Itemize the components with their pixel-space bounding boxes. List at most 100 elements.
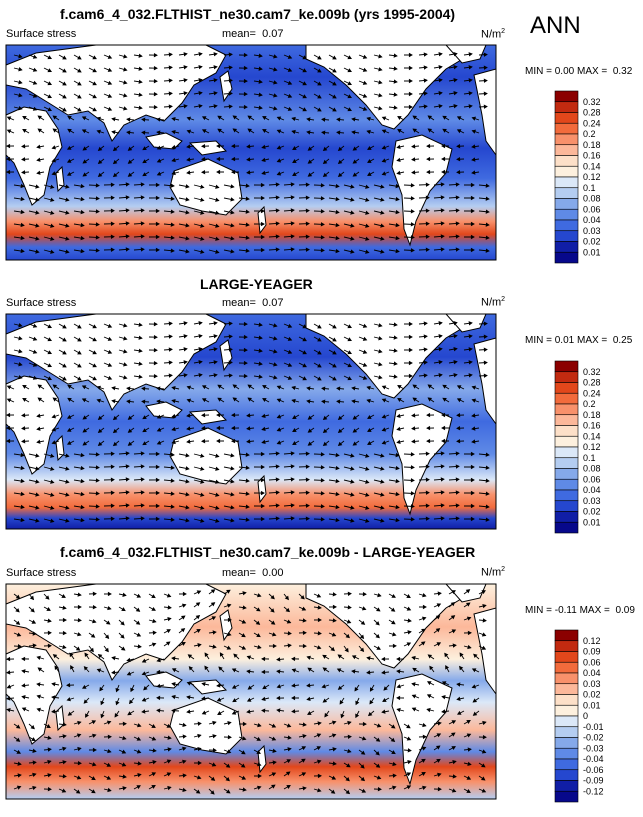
wind-arrowhead	[273, 67, 278, 72]
wind-arrowhead	[32, 106, 38, 111]
wind-arrowhead	[216, 143, 221, 149]
wind-arrowhead	[276, 684, 281, 689]
wind-arrowhead	[100, 700, 105, 706]
wind-arrowhead	[275, 195, 280, 200]
wind-arrowhead	[20, 452, 25, 458]
wind-arrowhead	[276, 427, 282, 432]
wind-arrowhead	[226, 589, 231, 594]
wind-arrowhead	[485, 478, 490, 483]
wind-arrowhead	[441, 156, 446, 162]
wind-arrowhead	[332, 592, 337, 597]
wind-arrowhead	[186, 709, 191, 714]
wind-arrowhead	[452, 759, 457, 765]
colorbar-swatch	[554, 661, 579, 674]
wind-arrowhead	[471, 413, 476, 418]
wind-arrowhead	[411, 707, 417, 712]
wind-arrowhead	[444, 652, 449, 658]
colorbar-2: 0.320.280.240.20.180.160.140.120.10.080.…	[554, 360, 601, 534]
wind-arrowhead	[291, 385, 296, 391]
wind-arrowhead	[47, 107, 53, 112]
wind-arrowhead	[397, 116, 402, 120]
wind-arrowhead	[143, 686, 148, 691]
wind-arrowhead	[140, 477, 145, 482]
wind-arrowhead	[483, 65, 488, 70]
wind-arrowhead	[215, 210, 220, 215]
wind-arrowhead	[127, 428, 133, 433]
wind-arrowhead	[246, 426, 251, 431]
wind-arrowhead	[127, 415, 133, 420]
wind-arrowhead	[18, 349, 23, 354]
wind-arrowhead	[455, 182, 460, 187]
wind-arrowhead	[381, 398, 387, 403]
wind-vectors	[6, 320, 490, 523]
wind-arrowhead	[302, 94, 307, 99]
wind-arrowhead	[260, 490, 265, 496]
wind-arrowhead	[186, 385, 192, 390]
wind-arrowhead	[110, 516, 115, 521]
wind-arrowhead	[200, 223, 205, 228]
wind-arrowhead	[471, 170, 476, 175]
wind-arrowhead	[96, 116, 101, 121]
wind-arrowhead	[156, 117, 161, 122]
wind-arrowhead	[156, 669, 161, 675]
wind-arrowhead	[92, 55, 97, 60]
wind-arrowhead	[127, 159, 133, 164]
wind-arrowhead	[156, 386, 161, 391]
wind-arrowhead	[275, 451, 280, 456]
wind-arrowhead	[291, 709, 296, 714]
wind-arrowhead	[36, 413, 41, 418]
wind-arrowhead	[291, 695, 296, 701]
wind-arrowhead	[76, 733, 82, 738]
wind-arrowhead	[322, 146, 328, 152]
wind-arrowhead	[180, 628, 186, 633]
wind-arrowhead	[213, 91, 218, 96]
wind-arrowhead	[215, 466, 220, 471]
wind-arrowhead	[365, 466, 370, 471]
wind-arrowhead	[471, 129, 477, 134]
wind-arrowhead	[441, 169, 446, 175]
wind-arrowhead	[275, 208, 280, 213]
wind-arrowhead	[425, 464, 430, 469]
wind-arrowhead	[381, 709, 386, 714]
wind-arrowhead	[107, 375, 113, 380]
wind-arrowhead	[305, 516, 310, 521]
wind-arrowhead	[171, 682, 176, 687]
wind-arrowhead	[32, 772, 37, 778]
wind-arrowhead	[396, 695, 401, 701]
wind-arrowhead	[346, 619, 352, 624]
wind-arrowhead	[16, 785, 22, 790]
wind-arrowhead	[204, 652, 209, 657]
wind-arrowhead	[216, 697, 222, 702]
wind-arrowhead	[35, 492, 40, 497]
wind-arrowhead	[185, 466, 190, 471]
wind-arrowhead	[91, 789, 96, 794]
wind-arrowhead	[410, 183, 415, 188]
wind-arrowhead	[231, 412, 236, 418]
wind-arrowhead	[47, 324, 53, 329]
wind-arrowhead	[468, 373, 473, 378]
wind-arrowhead	[347, 720, 352, 726]
wind-arrowhead	[381, 385, 387, 390]
panel-3-variable: Surface stress	[6, 567, 77, 579]
wind-arrowhead	[256, 736, 261, 741]
wind-arrowhead	[260, 221, 265, 227]
wind-arrowhead	[324, 712, 329, 718]
wind-arrowhead	[168, 104, 173, 109]
wind-arrowhead	[156, 427, 162, 432]
wind-arrowhead	[198, 359, 203, 365]
wind-arrowhead	[100, 713, 105, 719]
wind-arrowhead	[317, 617, 322, 623]
wind-arrowhead	[6, 156, 11, 162]
wind-arrowhead	[231, 425, 236, 431]
wind-arrowhead	[138, 79, 143, 84]
wind-arrowhead	[322, 428, 328, 434]
wind-arrowhead	[77, 68, 82, 73]
wind-arrowhead	[482, 618, 487, 623]
wind-arrowhead	[347, 350, 352, 355]
wind-arrowhead	[365, 184, 370, 189]
wind-arrowhead	[362, 323, 368, 328]
wind-arrowhead	[62, 722, 67, 727]
wind-arrowhead	[243, 91, 248, 97]
wind-arrowhead	[258, 322, 263, 327]
